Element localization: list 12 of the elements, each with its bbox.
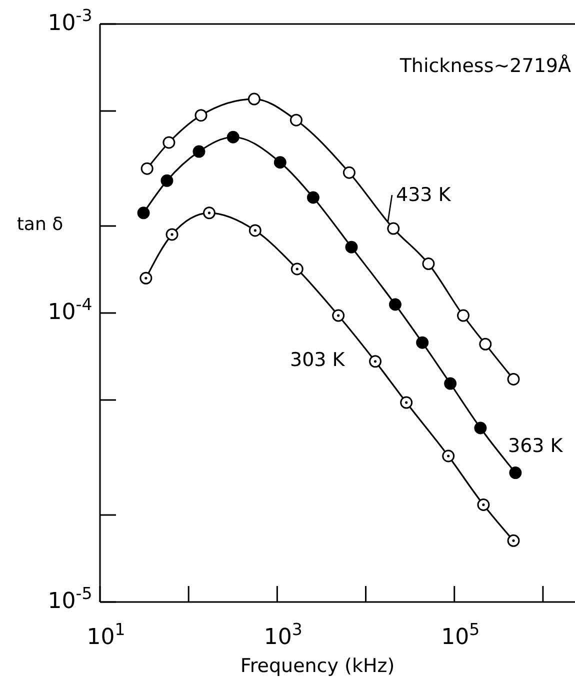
annotation: Thickness∼2719Å (398, 54, 571, 77)
series-label: 363 K (508, 435, 564, 457)
y-tick-label: 10$^{-5}$ (48, 584, 92, 614)
series-label: 303 K (290, 349, 346, 371)
x-tick-label: 10$^{1}$ (86, 620, 126, 650)
y-tick-label: 10$^{-4}$ (48, 294, 92, 325)
series-label: 433 K (396, 184, 452, 206)
y-axis-title: tan δ (16, 214, 64, 235)
x-tick-label: 10$^{5}$ (441, 620, 480, 650)
y-tick-label: 10$^{-3}$ (48, 6, 92, 36)
x-tick-label: 10$^{3}$ (264, 620, 302, 650)
x-axis-title: Frequency (kHz) (240, 655, 395, 677)
